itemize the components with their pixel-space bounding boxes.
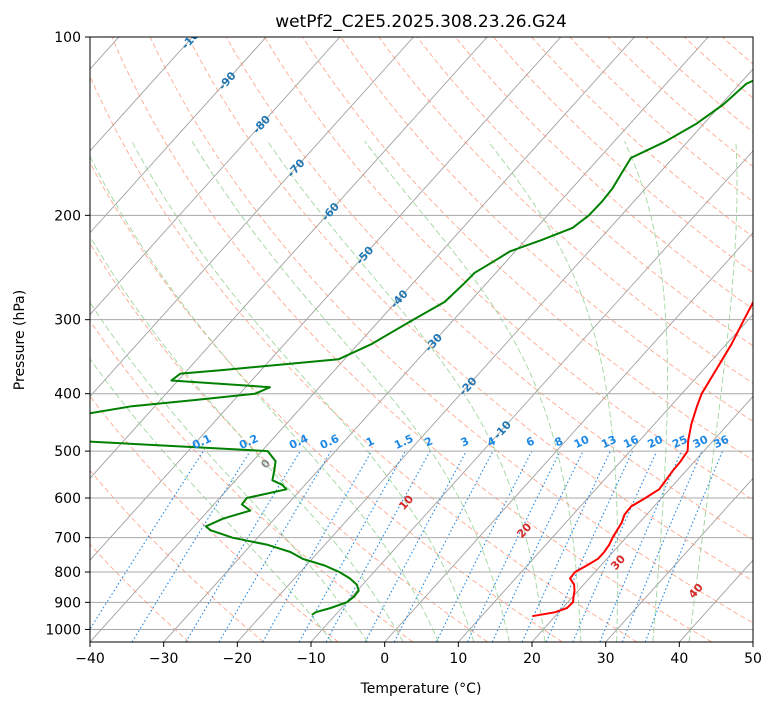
x-axis: −40 −30 −20 −10 0 10 20 30 40 50: [75, 642, 762, 667]
x-tick-label: −40: [75, 651, 105, 667]
y-tick-label: 900: [54, 595, 81, 611]
isotherm-line: [90, 37, 562, 561]
mixing-ratio-label: 25: [670, 433, 689, 451]
y-tick-label: 800: [54, 565, 81, 581]
dry-adiabat-line: [264, 37, 753, 501]
mixing-ratio-line: [491, 450, 584, 642]
dry-adiabat-line: [90, 242, 488, 642]
isotherm-line: [90, 37, 193, 152]
x-tick-label: 50: [744, 651, 762, 667]
y-axis: 100 200 300 400 500 600 700 800 900 1000: [45, 30, 90, 638]
x-tick-label: −20: [223, 651, 253, 667]
dry-adiabat-line: [378, 37, 753, 384]
dewpoint-profile: [90, 79, 753, 616]
y-tick-label: 200: [54, 208, 81, 224]
moist-adiabat-line: [267, 141, 546, 642]
y-tick-label: 300: [54, 313, 81, 329]
x-tick-label: 0: [380, 651, 389, 667]
x-tick-label: −30: [149, 651, 179, 667]
isotherm-line: [90, 37, 488, 479]
x-tick-label: 40: [670, 651, 688, 667]
dry-adiabat-line: [493, 37, 753, 274]
isotherm-line: [457, 313, 753, 642]
dry-adiabat-line: [302, 37, 753, 461]
chart-title: wetPf2_C2E5.2025.308.23.26.G24: [275, 12, 567, 32]
dry-adiabat-line: [569, 37, 753, 203]
dry-adiabat-line: [90, 469, 264, 642]
isotherm-line: [236, 68, 753, 642]
x-tick-label: −10: [296, 651, 326, 667]
mixing-ratio-line: [467, 450, 561, 642]
dry-adiabat-line: [225, 37, 753, 541]
dry-adiabat-line: [90, 395, 339, 642]
dry-adiabat-line: [149, 37, 753, 624]
temperature-profile: [532, 300, 753, 618]
y-tick-label: 1000: [45, 622, 81, 638]
mixing-ratio-line: [262, 450, 373, 642]
mixing-ratio-line: [545, 450, 633, 642]
mixing-ratio-label: 10: [572, 433, 592, 451]
y-tick-label: 700: [54, 531, 81, 547]
moist-adiabat-line: [191, 141, 510, 642]
isotherm-line: [531, 395, 753, 642]
dry-adiabat-line: [90, 75, 638, 642]
y-axis-title: Pressure (hPa): [12, 290, 28, 390]
mixing-ratio-label: 36: [712, 433, 732, 451]
isotherm-line: [90, 37, 414, 398]
x-tick-label: 10: [449, 651, 467, 667]
moist-adiabat-line: [90, 155, 439, 642]
mixing-ratio-label: 20: [646, 433, 666, 451]
mixing-ratio-line: [185, 450, 301, 642]
dry-adiabat-line: [111, 37, 712, 642]
mixing-ratio-line: [521, 450, 611, 642]
moist-adiabat-line: [90, 301, 369, 642]
moist-adiabat-line: [688, 141, 738, 642]
y-tick-label: 400: [54, 387, 81, 403]
isotherm-line: [90, 37, 341, 316]
y-tick-label: 600: [54, 491, 81, 507]
x-tick-label: 30: [597, 651, 615, 667]
y-tick-label: 500: [54, 444, 81, 460]
moist-adiabat-line: [624, 141, 668, 642]
moist-adiabat-line: [131, 141, 475, 642]
isotherm-line: [605, 477, 753, 642]
moist-adiabat-line: [90, 358, 333, 642]
moist-adiabat-line: [364, 141, 582, 642]
mixing-ratio-line: [131, 450, 251, 642]
y-tick-label: 100: [54, 30, 81, 46]
mixing-ratio-line: [218, 450, 332, 642]
x-axis-title: Temperature (°C): [360, 681, 482, 697]
isotherm-line: [90, 37, 267, 234]
mixing-ratio-line: [621, 450, 703, 642]
mixing-ratio-line: [90, 450, 204, 631]
mixing-ratio-label: 30: [691, 433, 711, 451]
mixing-ratio-label: 13: [599, 433, 618, 451]
dry-adiabat-line: [187, 37, 753, 582]
isotherm-line: [384, 232, 753, 642]
x-tick-label: 20: [523, 651, 541, 667]
mixing-ratio-line: [599, 450, 682, 642]
moist-adiabat-line: [487, 141, 619, 642]
sounding-series: [90, 79, 753, 618]
mixing-ratio-line: [298, 450, 406, 642]
dry-adiabat-line: [416, 37, 753, 347]
plot-frame: [89, 36, 754, 643]
background-lines: [90, 37, 753, 642]
mixing-ratio-label: 16: [621, 433, 641, 451]
mixing-ratio-line: [325, 450, 431, 642]
moist-adiabat-line: [90, 235, 404, 642]
dry-adiabat-line: [90, 320, 414, 642]
isotherm-line: [90, 37, 635, 642]
pressure-gridlines: [90, 37, 753, 630]
